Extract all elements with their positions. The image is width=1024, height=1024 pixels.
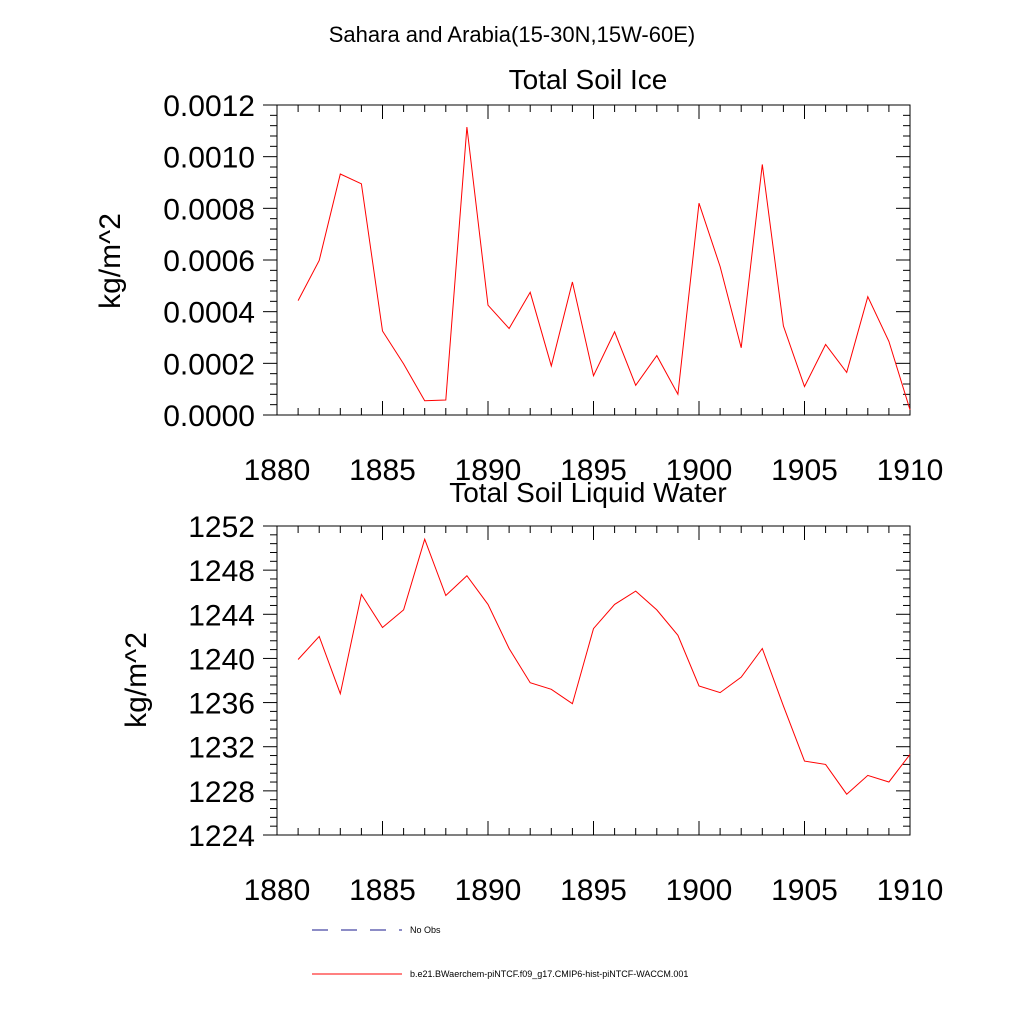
soil-ice-ytick-label: 0.0000	[163, 400, 255, 433]
soil-liquid-ytick-label: 1240	[188, 643, 255, 676]
soil-liquid-panel: Total Soil Liquid Water kg/m^2 1880 1885 1…	[120, 477, 943, 907]
soil-liquid-ylabel: kg/m^2	[120, 632, 153, 728]
soil-liquid-ytick-label: 1244	[188, 599, 255, 632]
soil-ice-ytick-label: 0.0006	[163, 245, 255, 278]
legend: No Obs b.e21.BWaerchem-piNTCF.f09_g17.CM…	[312, 925, 688, 979]
soil-ice-panel: Total Soil Ice kg/m^2 1880 1885 1890 1895 19…	[94, 64, 943, 487]
soil-ice-xtick-label: 1895	[560, 454, 627, 487]
soil-ice-xtick-label: 1885	[349, 454, 416, 487]
soil-liquid-ytick-label: 1252	[188, 511, 255, 544]
soil-ice-xtick-label: 1905	[771, 454, 838, 487]
soil-liquid-ytick-label: 1236	[188, 688, 255, 721]
soil-ice-ylabel: kg/m^2	[94, 213, 127, 309]
figure-suptitle: Sahara and Arabia(15-30N,15W-60E)	[329, 22, 695, 47]
soil-ice-ytick-label: 0.0004	[163, 297, 255, 330]
legend-model-label: b.e21.BWaerchem-piNTCF.f09_g17.CMIP6-his…	[410, 969, 688, 979]
soil-ice-xtick-label: 1880	[244, 454, 311, 487]
legend-obs-label: No Obs	[410, 925, 441, 935]
soil-liquid-plot-frame	[276, 525, 911, 836]
soil-liquid-xtick-label: 1900	[666, 874, 733, 907]
soil-liquid-ytick-label: 1248	[188, 555, 255, 588]
soil-liquid-ytick-label: 1232	[188, 732, 255, 765]
soil-liquid-xtick-label: 1910	[877, 874, 944, 907]
soil-liquid-xtick-label: 1895	[560, 874, 627, 907]
soil-liquid-xtick-label: 1905	[771, 874, 838, 907]
soil-liquid-ytick-label: 1224	[188, 820, 255, 853]
soil-liquid-xtick-label: 1885	[349, 874, 416, 907]
soil-liquid-ytick-label: 1228	[188, 776, 255, 809]
soil-ice-ytick-label: 0.0008	[163, 193, 255, 226]
soil-liquid-xtick-label: 1890	[455, 874, 522, 907]
soil-ice-xtick-label: 1890	[455, 454, 522, 487]
soil-ice-ytick-label: 0.0010	[163, 142, 255, 175]
soil-liquid-series-line	[297, 537, 911, 795]
soil-ice-ytick-label: 0.0002	[163, 348, 255, 381]
soil-ice-xtick-label: 1900	[666, 454, 733, 487]
soil-liquid-title: Total Soil Liquid Water	[449, 477, 727, 508]
soil-ice-xtick-label: 1910	[877, 454, 944, 487]
soil-liquid-xtick-label: 1880	[244, 874, 311, 907]
soil-ice-title: Total Soil Ice	[509, 64, 668, 95]
soil-ice-series-line	[297, 126, 911, 410]
soil-ice-ytick-label: 0.0012	[163, 90, 255, 123]
